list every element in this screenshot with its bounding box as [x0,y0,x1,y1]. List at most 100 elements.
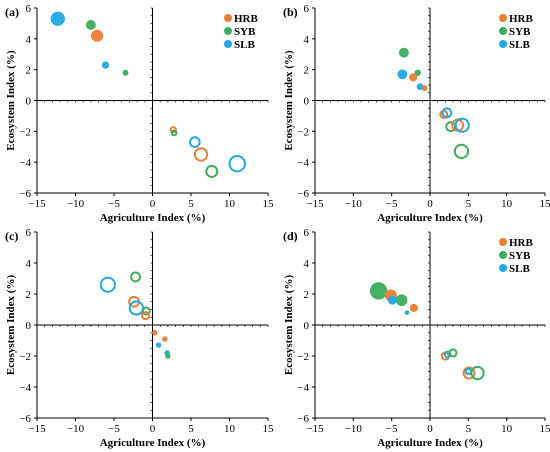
data-point-syb [414,69,421,76]
x-tick-label: 10 [224,198,236,210]
y-tick-label: 6 [26,227,32,239]
y-tick-label: 2 [304,65,310,77]
data-point-hrb [169,126,177,134]
y-tick-label: −6 [297,413,309,425]
legend-label-hrb: HRB [509,13,534,25]
data-point-slb [397,69,408,80]
legend-label-hrb: HRB [509,237,534,249]
chart-panel-2: −15 −10 −5 0 5 10 15 −6 −4 −2 0 2 4 6 (b) Agriculture I… [283,3,550,224]
x-tick-label: 10 [501,198,513,210]
data-point-syb [369,282,388,300]
y-tick-label: −6 [297,188,309,200]
data-point-hrb [152,330,158,336]
data-point-slb [155,342,162,348]
data-point-hrb [462,366,476,380]
y-tick-label: 0 [304,96,310,108]
x-tick-label: −15 [28,198,46,210]
data-point-slb [454,117,470,133]
data-point-syb [453,143,470,159]
legend-label-slb: SLB [509,39,530,51]
data-point-syb [170,129,178,137]
legend-label-syb: SYB [234,26,256,38]
data-point-syb [122,69,129,76]
x-tick-label: −15 [28,423,46,435]
legend-marker-slb [499,264,507,272]
legend-marker-slb [499,40,507,48]
x-axis-title: Agriculture Index (%) [377,437,483,449]
legend-marker-hrb [224,14,232,22]
data-point-hrb [91,29,104,42]
chart-panel-3: −15 −10 −5 0 5 10 15 −6 −4 −2 0 2 4 6 (c) Agriculture I… [5,227,274,449]
x-tick-label: 0 [150,198,156,210]
data-point-syb [165,353,171,359]
y-tick-label: 4 [304,258,310,270]
x-tick-label: 0 [427,423,433,435]
y-tick-label: −2 [297,126,309,138]
chart-panel-1: −15 −10 −5 0 5 10 15 −6 −4 −2 0 2 4 6 (a) Agriculture I… [5,3,274,224]
y-axis-title: Ecosystem Index (%) [283,275,295,376]
data-point-hrb [193,147,209,162]
data-point-hrb [141,311,151,321]
data-point-syb [395,294,408,306]
x-tick-label: −5 [386,423,398,435]
data-point-hrb [409,303,418,312]
data-point-hrb [421,85,428,92]
data-point-hrb [409,73,418,82]
x-tick-label: −10 [67,198,85,210]
legend-label-syb: SYB [509,250,531,262]
x-tick-label: 15 [540,198,550,210]
y-tick-label: −2 [297,351,309,363]
panel-label: (d) [283,229,298,243]
x-tick-label: 15 [263,423,275,435]
data-point-slb [189,136,201,148]
legend-label-slb: SLB [234,39,255,51]
y-tick-label: −6 [19,188,31,200]
y-tick-label: 4 [304,34,310,46]
x-tick-label: 10 [224,423,236,435]
x-tick-label: 5 [188,423,194,435]
panel-label: (b) [283,5,298,19]
y-tick-label: 0 [26,96,32,108]
data-point-slb [441,107,453,119]
data-point-slb [101,61,110,69]
data-point-slb [50,11,65,26]
x-tick-label: −10 [345,198,363,210]
data-point-slb [228,155,246,173]
y-tick-label: 4 [26,34,32,46]
data-point-slb [387,295,397,305]
legend-marker-hrb [499,238,507,246]
x-tick-label: 5 [466,198,472,210]
legend-marker-hrb [499,14,507,22]
data-point-slb [464,367,472,376]
data-point-syb [399,47,409,58]
y-tick-label: −4 [19,157,31,169]
legend-marker-syb [499,251,507,259]
data-point-syb [130,271,141,283]
y-tick-label: 2 [26,65,32,77]
legend-label-slb: SLB [509,263,530,275]
data-point-syb [205,164,219,178]
x-tick-label: 10 [501,423,513,435]
legend-marker-slb [224,40,232,48]
data-point-slb [128,300,144,316]
x-tick-label: −15 [306,198,324,210]
x-tick-label: −15 [306,423,324,435]
x-tick-label: −5 [108,198,120,210]
y-axis-title: Ecosystem Index (%) [5,50,17,151]
y-tick-label: 4 [26,258,32,270]
x-tick-label: 0 [427,198,433,210]
y-tick-label: 6 [26,3,32,15]
x-tick-label: 5 [466,423,472,435]
y-tick-label: 0 [26,320,32,332]
data-point-syb [86,20,96,30]
legend-marker-syb [224,27,232,35]
x-axis-title: Agriculture Index (%) [377,212,483,224]
y-tick-label: 2 [304,289,310,301]
y-tick-label: −4 [297,382,309,394]
data-point-syb [470,365,485,381]
legend-marker-syb [499,27,507,35]
x-tick-label: −5 [386,198,398,210]
y-tick-label: 6 [304,227,310,239]
x-tick-label: −10 [67,423,85,435]
